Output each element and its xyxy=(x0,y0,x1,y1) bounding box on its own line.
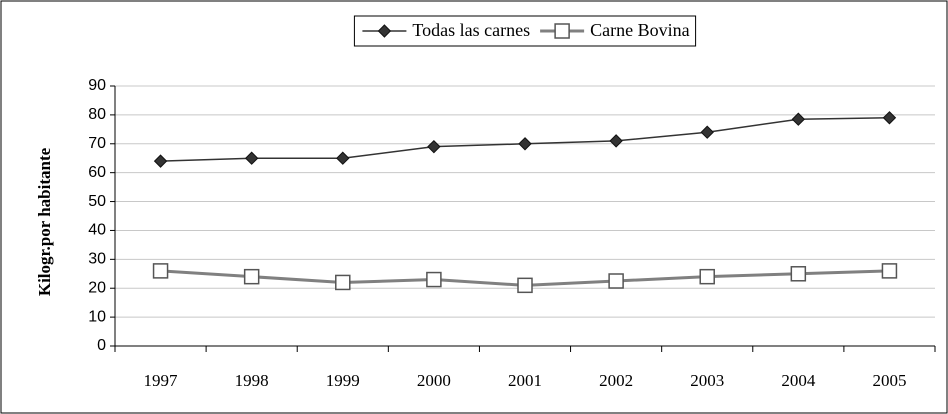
y-tick-label: 70 xyxy=(88,135,106,152)
x-tick-label: 1997 xyxy=(144,371,179,390)
x-tick-label: 2001 xyxy=(508,371,542,390)
data-point xyxy=(700,125,714,139)
data-point xyxy=(153,154,168,168)
data-point xyxy=(335,274,351,291)
y-tick-label: 0 xyxy=(97,337,106,354)
data-point xyxy=(243,268,260,285)
data-point xyxy=(152,263,169,279)
data-point xyxy=(881,263,898,279)
x-tick-label: 1998 xyxy=(235,371,269,390)
y-tick-label: 10 xyxy=(88,308,106,325)
x-tick-label: 2003 xyxy=(690,371,724,390)
x-tick-label: 1999 xyxy=(326,371,360,390)
data-point xyxy=(608,273,624,289)
legend-marker xyxy=(377,24,392,38)
data-point xyxy=(790,266,807,282)
data-point xyxy=(426,271,442,288)
data-point xyxy=(427,139,441,154)
data-point xyxy=(882,111,897,125)
y-tick-label: 60 xyxy=(88,164,106,181)
y-tick-label: 90 xyxy=(88,77,106,94)
legend-label: Todas las carnes xyxy=(412,20,530,40)
data-point xyxy=(518,137,532,151)
legend-marker xyxy=(554,23,570,39)
data-point xyxy=(699,268,715,285)
data-point xyxy=(244,151,259,165)
data-point xyxy=(791,112,806,126)
data-point xyxy=(336,151,350,165)
y-tick-label: 20 xyxy=(88,279,106,296)
x-tick-label: 2000 xyxy=(417,371,451,390)
y-tick-label: 30 xyxy=(88,251,106,268)
legend: Todas las carnes Carne Bovina xyxy=(353,15,697,47)
x-tick-label: 2005 xyxy=(872,371,906,390)
y-tick-label: 40 xyxy=(88,222,106,239)
y-tick-label: 80 xyxy=(88,106,106,123)
y-axis-label: Kilogr.por habitante xyxy=(35,147,54,296)
x-tick-label: 2004 xyxy=(781,371,816,390)
data-point xyxy=(609,134,623,148)
data-point xyxy=(517,277,533,294)
y-tick-label: 50 xyxy=(88,193,106,210)
legend-box xyxy=(353,15,697,47)
legend-label: Carne Bovina xyxy=(590,20,689,40)
x-tick-label: 2002 xyxy=(599,371,633,390)
